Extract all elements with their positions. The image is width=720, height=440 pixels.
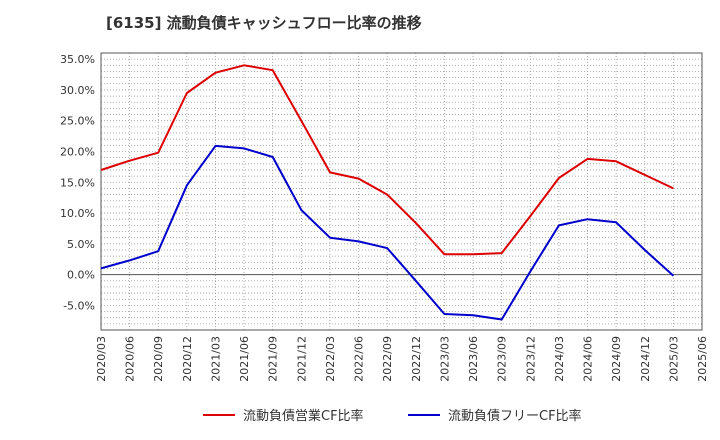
y-tick-label: 10.0% [60,207,95,220]
x-tick-label: 2024/09 [610,336,623,382]
x-tick-label: 2021/03 [209,336,222,382]
y-tick-label: 35.0% [60,53,95,66]
y-tick-label: -5.0% [63,299,95,312]
chart-title: [6135] 流動負債キャッシュフロー比率の推移 [106,14,422,32]
y-tick-label: 30.0% [60,84,95,97]
x-tick-label: 2022/06 [353,336,366,382]
x-tick-label: 2020/06 [124,336,137,382]
x-tick-label: 2021/12 [295,336,308,382]
x-tick-label: 2023/06 [467,336,480,382]
legend-label-1: 流動負債営業CF比率 [243,408,364,424]
x-tick-label: 2021/09 [267,336,280,382]
x-tick-label: 2022/12 [410,336,423,382]
legend-label-2: 流動負債フリーCF比率 [448,408,582,424]
x-tick-label: 2022/03 [324,336,337,382]
x-tick-label: 2022/09 [381,336,394,382]
series-line-2 [100,144,675,321]
x-tick-label: 2024/03 [553,336,566,382]
plot-border [100,52,703,331]
x-tick-label: 2020/09 [152,336,165,382]
y-tick-label: 0.0% [67,269,95,282]
x-tick-label: 2024/12 [639,336,652,382]
x-tick-label: 2023/09 [496,336,509,382]
x-tick-label: 2023/03 [438,336,451,382]
x-tick-label: 2021/06 [238,336,251,382]
y-tick-label: 5.0% [67,238,95,251]
x-tick-label: 2024/06 [582,336,595,382]
plot-area [101,53,702,330]
y-tick-label: 15.0% [60,176,95,189]
x-tick-label: 2025/03 [667,336,680,382]
x-tick-label: 2023/12 [524,336,537,382]
y-tick-label: 20.0% [60,145,95,158]
y-tick-label: 25.0% [60,115,95,128]
x-tick-label: 2025/06 [696,336,709,382]
x-tick-label: 2020/03 [95,336,108,382]
x-tick-label: 2020/12 [181,336,194,382]
series-line-1 [100,64,674,256]
